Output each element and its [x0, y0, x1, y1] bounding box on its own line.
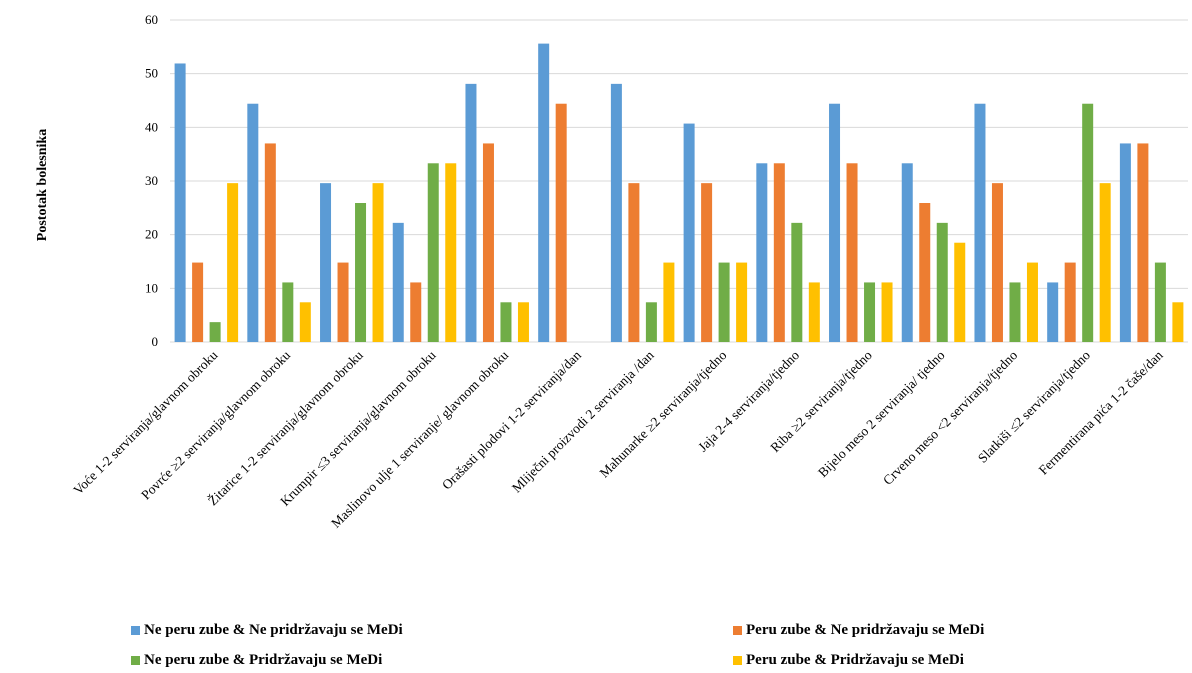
- bar-series-2-cat-4: [410, 282, 422, 342]
- bar-series-1-cat-4: [392, 222, 404, 342]
- bar-series-1-cat-3: [320, 183, 332, 342]
- bar-series-4-cat-13: [1099, 183, 1111, 342]
- x-tick-label: Voće 1-2 serviranja/glavnom obroku: [70, 347, 220, 497]
- bar-series-3-cat-14: [1154, 262, 1166, 342]
- bar-series-1-cat-13: [1047, 282, 1059, 342]
- bar-series-3-cat-1: [209, 322, 221, 342]
- bar-series-3-cat-4: [427, 163, 439, 342]
- y-tick-label: 30: [145, 173, 158, 188]
- bar-series-2-cat-13: [1064, 262, 1076, 342]
- bar-series-4-cat-10: [881, 282, 893, 342]
- bar-series-1-cat-9: [756, 163, 768, 342]
- bar-series-2-cat-2: [264, 143, 276, 342]
- bar-series-4-cat-11: [954, 242, 966, 342]
- bar-series-2-cat-9: [773, 163, 785, 342]
- bar-series-1-cat-14: [1119, 143, 1131, 342]
- bar-series-1-cat-10: [829, 103, 841, 342]
- bar-series-2-cat-6: [555, 103, 567, 342]
- bar-series-2-cat-12: [991, 183, 1003, 342]
- y-axis-label: Postotak bolesnika: [35, 129, 50, 241]
- bar-series-2-cat-14: [1137, 143, 1149, 342]
- bar-series-2-cat-10: [846, 163, 858, 342]
- bar-series-3-cat-8: [718, 262, 730, 342]
- bar-series-2-cat-3: [337, 262, 349, 342]
- bar-series-4-cat-7: [663, 262, 675, 342]
- bar-series-1-cat-12: [974, 103, 986, 342]
- x-tick-label: Povrće ≥2 serviranja/glavnom obroku: [138, 347, 293, 502]
- bar-series-4-cat-12: [1026, 262, 1038, 342]
- y-axis-ticks: 0 10 20 30 40 50 60: [145, 12, 158, 349]
- y-tick-label: 0: [152, 334, 159, 349]
- bar-series-3-cat-7: [645, 302, 657, 342]
- bar-series-3-cat-10: [864, 282, 876, 342]
- bars: [174, 43, 1184, 343]
- bar-series-3-cat-11: [936, 222, 948, 342]
- y-tick-label: 50: [145, 66, 158, 81]
- bar-series-1-cat-8: [683, 123, 695, 343]
- bar-series-4-cat-2: [299, 302, 311, 342]
- bar-series-1-cat-7: [610, 83, 622, 342]
- bar-series-1-cat-11: [901, 163, 913, 342]
- x-tick-label: Bijelo meso 2 serviranja/ tjedno: [815, 347, 948, 480]
- bar-series-1-cat-2: [247, 103, 259, 342]
- x-tick-label: Mliječni proizvodi 2 serviranja /dan: [509, 347, 657, 495]
- bar-series-4-cat-5: [517, 302, 529, 342]
- bar-series-2-cat-5: [482, 143, 494, 342]
- x-tick-label: Žitarice 1-2 serviranja/glavnom obroku: [205, 347, 366, 508]
- bar-series-4-cat-8: [736, 262, 748, 342]
- x-axis-ticks: Voće 1-2 serviranja/glavnom obrokuPovrće…: [70, 347, 1166, 530]
- y-tick-label: 20: [145, 227, 158, 242]
- bar-series-2-cat-1: [192, 262, 204, 342]
- bar-series-4-cat-1: [227, 183, 239, 342]
- x-tick-label: Crveno meso <2 serviranja/tjedno: [880, 347, 1020, 487]
- bar-series-3-cat-13: [1082, 103, 1094, 342]
- bar-series-4-cat-3: [372, 183, 384, 342]
- bar-series-3-cat-2: [282, 282, 294, 342]
- bar-series-4-cat-9: [808, 282, 820, 342]
- bar-series-1-cat-1: [174, 63, 186, 342]
- bar-series-4-cat-4: [445, 163, 457, 342]
- x-tick-label: Mahunarke ≥2 serviranja/tjedno: [596, 347, 729, 480]
- bar-series-2-cat-7: [628, 183, 640, 342]
- bar-series-3-cat-12: [1009, 282, 1021, 342]
- bar-series-3-cat-5: [500, 302, 512, 342]
- x-tick-label: Orašasti plodovi 1-2 serviranja/dan: [439, 347, 584, 492]
- y-tick-label: 40: [145, 119, 158, 134]
- bar-series-2-cat-11: [919, 203, 931, 342]
- bar-series-4-cat-14: [1172, 302, 1184, 342]
- bar-series-1-cat-6: [538, 43, 550, 342]
- bar-series-3-cat-3: [355, 203, 367, 342]
- y-tick-label: 60: [145, 12, 158, 27]
- x-tick-label: Fermentirana pića 1-2 čaše/dan: [1036, 347, 1166, 477]
- y-tick-label: 10: [145, 280, 158, 295]
- x-tick-label: Krumpir ≤3 serviranja/glavnom obroku: [277, 347, 439, 509]
- bar-series-3-cat-9: [791, 222, 803, 342]
- bar-series-2-cat-8: [701, 183, 713, 342]
- bar-series-1-cat-5: [465, 83, 477, 342]
